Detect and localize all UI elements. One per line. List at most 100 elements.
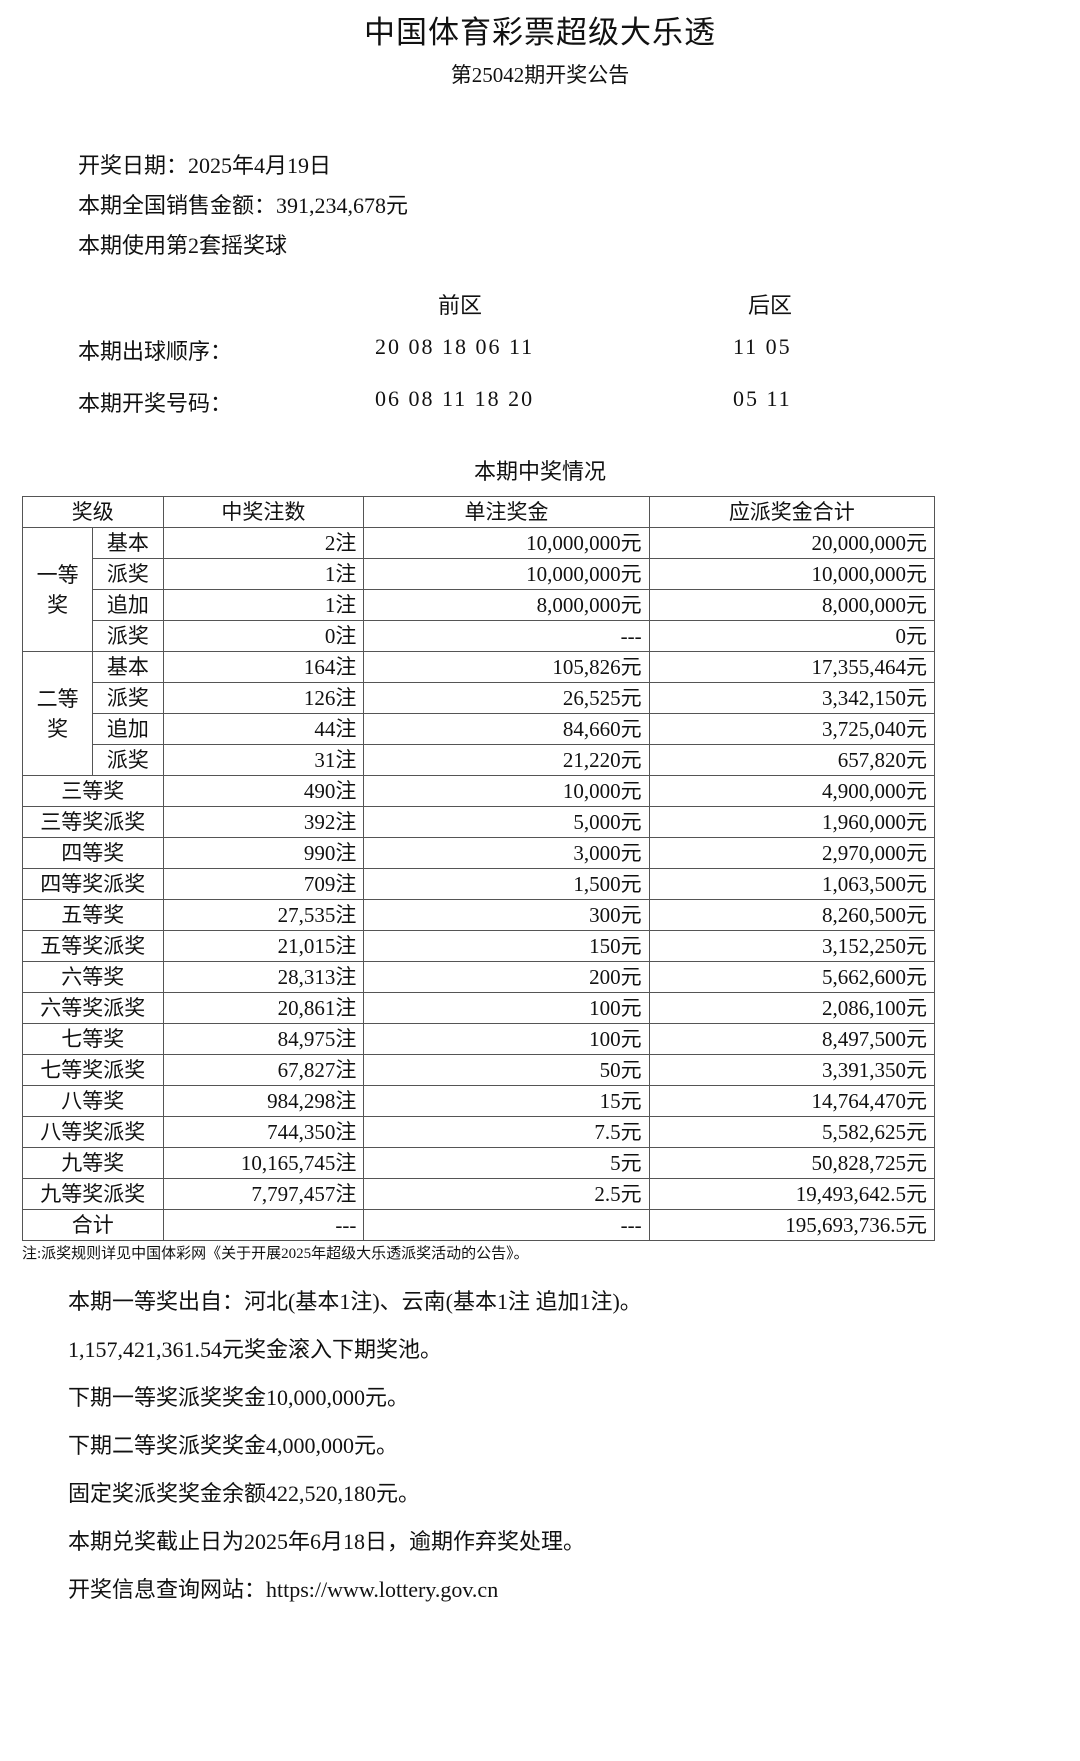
footer-line: 1,157,421,361.54元奖金滚入下期奖池。 (68, 1337, 443, 1362)
single-prize: 10,000元 (363, 775, 650, 807)
grade-label: 五等奖 (22, 899, 164, 931)
total-prize: 2,970,000元 (648, 837, 936, 869)
winning-count: 27,535注 (162, 899, 365, 931)
single-prize: 2.5元 (363, 1178, 650, 1210)
grade-label: 三等奖派奖 (22, 806, 164, 838)
grade-group-label: 一等奖 (21, 527, 94, 652)
winning-count: 10,165,745注 (162, 1147, 365, 1179)
single-prize: 150元 (363, 930, 650, 962)
winning-count: 1注 (162, 589, 365, 621)
total-prize: 3,152,250元 (648, 930, 936, 962)
front-zone-label: 前区 (438, 293, 483, 318)
grade-sub-label: 派奖 (92, 744, 164, 776)
single-prize: 5元 (363, 1147, 650, 1179)
total-prize: 8,497,500元 (648, 1023, 936, 1055)
winning-count: 990注 (162, 837, 365, 869)
winning-count: 744,350注 (162, 1116, 365, 1148)
ball-set-line: 本期使用第2套摇奖球 (78, 233, 288, 258)
page-subtitle: 第25042期开奖公告 (450, 62, 630, 87)
total-prize: 3,725,040元 (648, 713, 936, 745)
grade-sub-label: 派奖 (92, 558, 164, 590)
national-sales-line: 本期全国销售金额：391,234,678元 (78, 193, 409, 218)
total-prize: 0元 (648, 620, 936, 652)
single-prize: 105,826元 (363, 651, 650, 683)
winning-count: 392注 (162, 806, 365, 838)
prize-table: 奖级 中奖注数 单注奖金 应派奖金合计 一等奖 基本 2注 10,000,000元 20… (21, 496, 936, 1241)
table-row: 追加 1注 8,000,000元 8,000,000元 (23, 589, 936, 621)
grade-label: 七等奖 (22, 1023, 164, 1055)
grade-sub-label: 追加 (92, 589, 164, 621)
total-prize: 2,086,100元 (648, 992, 936, 1024)
table-row: 合计 --- --- 195,693,736.5元 (22, 1209, 936, 1241)
table-row: 派奖 0注 --- 0元 (23, 620, 936, 652)
footer-line: 本期一等奖出自：河北(基本1注)、云南(基本1注 追加1注)。 (68, 1289, 642, 1314)
winning-count: 1注 (162, 558, 365, 590)
total-prize: 4,900,000元 (648, 775, 936, 807)
grade-sub-label: 派奖 (92, 620, 164, 652)
total-prize: 8,000,000元 (648, 589, 936, 621)
header-grade: 奖级 (22, 496, 164, 528)
total-prize: 3,391,350元 (648, 1054, 936, 1086)
grade-label: 合计 (22, 1209, 164, 1241)
single-prize: 7.5元 (363, 1116, 650, 1148)
table-row: 七等奖派奖 67,827注 50元 3,391,350元 (22, 1054, 936, 1086)
total-prize: 3,342,150元 (648, 682, 936, 714)
winning-count: 28,313注 (162, 961, 365, 993)
table-row: 九等奖 10,165,745注 5元 50,828,725元 (22, 1147, 936, 1179)
ball-order-back-numbers: 11 05 (733, 334, 792, 359)
grade-label: 八等奖派奖 (22, 1116, 164, 1148)
total-prize: 10,000,000元 (648, 558, 936, 590)
single-prize: 5,000元 (363, 806, 650, 838)
single-prize: 26,525元 (363, 682, 650, 714)
single-prize: 300元 (363, 899, 650, 931)
total-prize: 14,764,470元 (648, 1085, 936, 1117)
page-title: 中国体育彩票超级大乐透 (364, 15, 716, 50)
grade-label: 九等奖 (22, 1147, 164, 1179)
winning-count: --- (162, 1209, 365, 1241)
footer-line: 下期二等奖派奖奖金4,000,000元。 (68, 1433, 399, 1458)
grade-sub-label: 派奖 (92, 682, 164, 714)
table-row: 派奖 31注 21,220元 657,820元 (23, 744, 936, 776)
ball-order-label: 本期出球顺序： (78, 339, 233, 364)
winning-count: 67,827注 (162, 1054, 365, 1086)
table-row: 四等奖 990注 3,000元 2,970,000元 (22, 837, 936, 869)
winning-front-numbers: 06 08 11 18 20 (375, 386, 535, 411)
single-prize: --- (363, 1209, 650, 1241)
single-prize: 15元 (363, 1085, 650, 1117)
grade-sub-label: 基本 (92, 527, 164, 559)
table-row: 五等奖派奖 21,015注 150元 3,152,250元 (22, 930, 936, 962)
grade-label: 四等奖 (22, 837, 164, 869)
single-prize: 8,000,000元 (363, 589, 650, 621)
single-prize: 21,220元 (363, 744, 650, 776)
grade-sub-label: 基本 (92, 651, 164, 683)
single-prize: 3,000元 (363, 837, 650, 869)
table-row: 五等奖 27,535注 300元 8,260,500元 (22, 899, 936, 931)
table-row: 派奖 126注 26,525元 3,342,150元 (23, 682, 936, 714)
winning-count: 490注 (162, 775, 365, 807)
grade-label: 三等奖 (22, 775, 164, 807)
prize-table-note: 注:派奖规则详见中国体彩网《关于开展2025年超级大乐透派奖活动的公告》。 (22, 1246, 529, 1262)
winning-count: 709注 (162, 868, 365, 900)
header-count: 中奖注数 (162, 496, 365, 528)
table-row: 四等奖派奖 709注 1,500元 1,063,500元 (22, 868, 936, 900)
footer-line: 下期一等奖派奖奖金10,000,000元。 (68, 1385, 410, 1410)
grade-label: 八等奖 (22, 1085, 164, 1117)
winning-numbers-label: 本期开奖号码： (78, 391, 233, 416)
grade-label: 七等奖派奖 (22, 1054, 164, 1086)
winning-count: 31注 (162, 744, 365, 776)
winning-count: 126注 (162, 682, 365, 714)
prize-table-body: 一等奖 基本 2注 10,000,000元 20,000,000元 派奖 1注 10,000,… (21, 527, 936, 1241)
footer-line: 开奖信息查询网站：https://www.lottery.gov.cn (68, 1577, 499, 1602)
back-zone-label: 后区 (748, 293, 793, 318)
single-prize: 100元 (363, 1023, 650, 1055)
total-prize: 5,582,625元 (648, 1116, 936, 1148)
total-prize: 5,662,600元 (648, 961, 936, 993)
table-row: 派奖 1注 10,000,000元 10,000,000元 (23, 558, 936, 590)
ball-order-front-numbers: 20 08 18 06 11 (375, 334, 535, 359)
prize-section-title: 本期中奖情况 (473, 459, 606, 484)
single-prize: 1,500元 (363, 868, 650, 900)
single-prize: 10,000,000元 (363, 527, 650, 559)
single-prize: 100元 (363, 992, 650, 1024)
winning-count: 44注 (162, 713, 365, 745)
